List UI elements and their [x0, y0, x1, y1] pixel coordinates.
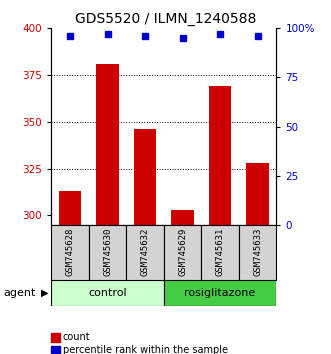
Text: rosiglitazone: rosiglitazone: [184, 288, 256, 298]
Bar: [126, 225, 164, 280]
Bar: [59, 191, 81, 225]
Bar: [171, 210, 194, 225]
Text: GSM745631: GSM745631: [215, 228, 225, 276]
Bar: [89, 225, 126, 280]
Text: control: control: [88, 288, 127, 298]
Bar: [51, 280, 164, 306]
Text: GSM745629: GSM745629: [178, 228, 187, 276]
Bar: [96, 64, 119, 225]
Bar: [201, 225, 239, 280]
Text: GSM745632: GSM745632: [141, 228, 150, 276]
Bar: [164, 225, 201, 280]
Text: percentile rank within the sample: percentile rank within the sample: [63, 346, 228, 354]
Bar: [51, 225, 89, 280]
Text: agent: agent: [3, 288, 36, 298]
Bar: [209, 86, 231, 225]
Bar: [239, 225, 276, 280]
Bar: [246, 163, 269, 225]
Text: GSM745633: GSM745633: [253, 228, 262, 276]
Bar: [164, 280, 276, 306]
Text: GDS5520 / ILMN_1240588: GDS5520 / ILMN_1240588: [75, 12, 256, 27]
Text: GSM745630: GSM745630: [103, 228, 112, 276]
Text: ▶: ▶: [41, 288, 49, 298]
Text: GSM745628: GSM745628: [66, 228, 74, 276]
Bar: [134, 129, 156, 225]
Text: count: count: [63, 332, 90, 342]
